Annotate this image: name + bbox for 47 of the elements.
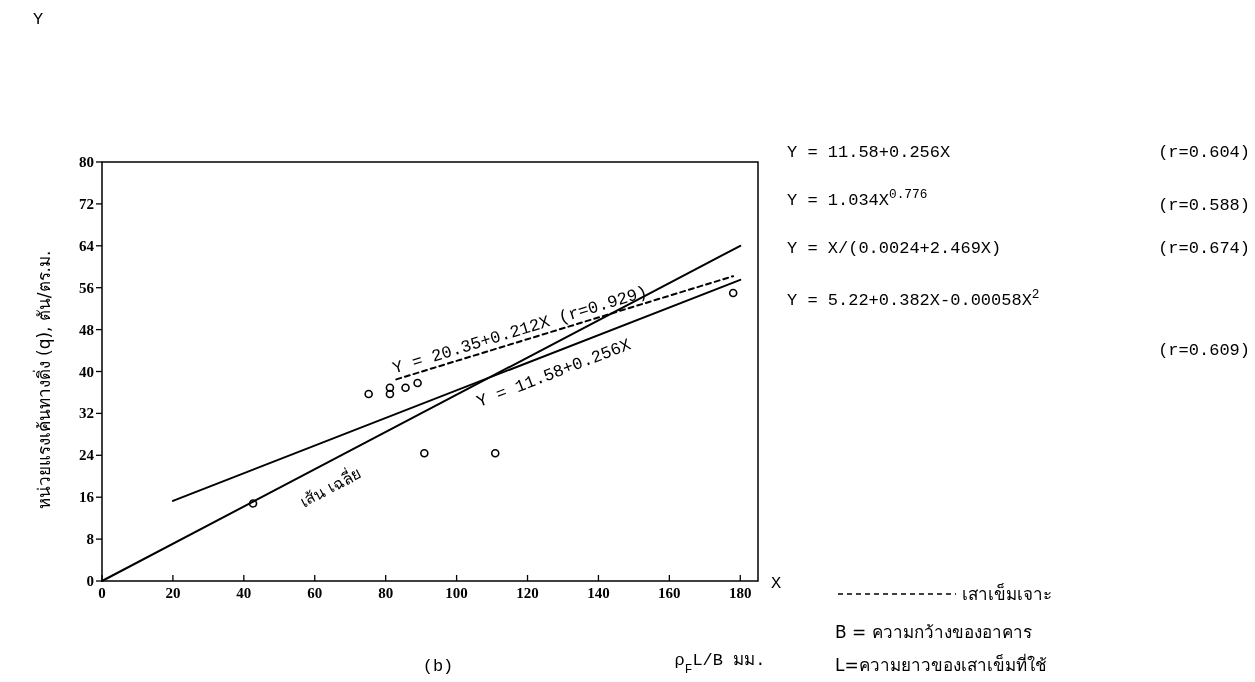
- y-tick-label: 16: [79, 489, 95, 506]
- y-tick-label: 8: [86, 531, 94, 548]
- point: [364, 389, 373, 399]
- text: (r=0.604): [1158, 143, 1250, 162]
- text: L=ความยาวของเสาเข็มที่ใช้: [835, 653, 1047, 675]
- x-tick-label: 100: [445, 585, 468, 601]
- x-tick-label: 160: [658, 585, 681, 601]
- text: Y = 11.58+0.256X: [787, 143, 951, 162]
- y-tick-label: 32: [79, 405, 94, 422]
- point: [728, 288, 738, 298]
- text: Y: [32, 10, 44, 29]
- x-tick-label: 80: [378, 585, 394, 601]
- point: [248, 499, 258, 508]
- y-tick-label: 0: [86, 573, 94, 589]
- y-tick-label: 56: [79, 279, 95, 296]
- x-tick-label: 60: [307, 585, 323, 601]
- x-tick-label: 40: [236, 585, 252, 601]
- point: [413, 378, 422, 388]
- y-tick-label: 72: [79, 195, 94, 212]
- text: Y = X/(0.0024+2.469X): [787, 239, 1002, 258]
- point: [401, 383, 410, 393]
- y-axis-title: หน่วยแรงเค้นทางดิ่ง (q), ตัน/ตร.ม.: [32, 250, 54, 510]
- annotation: เส้น เฉลี่ย: [295, 461, 365, 512]
- text: Y = 5.22+0.382X-0.00058X$^{2}$: [787, 286, 1040, 310]
- y-tick-label: 24: [79, 447, 95, 464]
- text: B = ความกว้างของอาคาร: [835, 622, 1032, 642]
- text: (r=0.609): [1158, 341, 1250, 360]
- text: Y = 1.034X$^{0.776}$: [787, 186, 928, 210]
- x-tick-label: 20: [165, 585, 181, 601]
- y-tick-label: 40: [79, 363, 94, 380]
- text: (r=0.588): [1158, 196, 1250, 215]
- text: เสาเข็มเจาะ: [962, 583, 1052, 604]
- text: X: [770, 574, 782, 593]
- y-tick-label: 64: [79, 237, 95, 254]
- point: [490, 448, 500, 458]
- x-tick-label: 140: [587, 585, 610, 601]
- text: (r=0.674): [1158, 239, 1250, 258]
- y-tick-label: 80: [79, 154, 94, 170]
- point: [385, 389, 395, 399]
- x-tick-label: 0: [98, 585, 106, 601]
- x-axis-title: ρ$_{F}$L/B มม.: [674, 651, 766, 677]
- x-tick-label: 180: [729, 585, 752, 601]
- point: [420, 448, 429, 458]
- text: (b): [422, 657, 454, 676]
- x-tick-label: 120: [516, 585, 539, 601]
- y-tick-label: 48: [79, 321, 94, 338]
- point: [385, 383, 395, 393]
